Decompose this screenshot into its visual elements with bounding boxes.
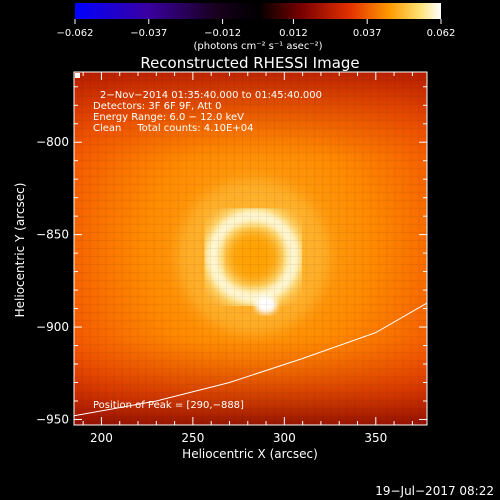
y-tick-label: −800	[36, 135, 69, 149]
annotation-clean-counts: Clean Total counts: 4.10E+04	[93, 123, 253, 134]
colorbar-ticks: −0.062 −0.037 −0.012 0.012 0.037 0.062	[56, 19, 455, 39]
flare-source-ring	[176, 179, 330, 335]
ring-center	[229, 232, 278, 282]
chart-title: Reconstructed RHESSI Image	[140, 54, 359, 72]
y-tick-label: −900	[36, 320, 69, 334]
colorbar-tick-label: 0.012	[279, 28, 308, 39]
colorbar-unit-label: (photons cm⁻² s⁻¹ asec⁻²)	[193, 41, 322, 52]
y-tick-label: −850	[36, 228, 69, 242]
colorbar-tick-label: −0.062	[56, 28, 93, 39]
colorbar-tick-label: −0.012	[204, 28, 241, 39]
footer-timestamp: 19−Jul−2017 08:22	[375, 484, 494, 498]
plot-frame	[73, 71, 428, 426]
corner-marker	[75, 73, 80, 78]
annotation-energy-range: Energy Range: 6.0 − 12.0 keV	[93, 112, 244, 123]
observation-info: 2−Nov−2014 01:35:40.000 to 01:45:40.000 …	[93, 90, 322, 411]
peak-spot	[255, 295, 278, 314]
annotation-detectors: Detectors: 3F 6F 9F, Att 0	[93, 101, 221, 112]
x-tick-label: 200	[90, 431, 113, 445]
x-axis: 200 250 300 350	[82, 72, 413, 445]
y-axis: −800 −850 −900 −950	[36, 86, 427, 426]
solar-limb-curve	[74, 302, 427, 417]
y-tick-label: −950	[36, 412, 69, 426]
y-axis-label: Heliocentric Y (arcsec)	[13, 183, 27, 318]
colorbar-tick-label: −0.037	[130, 28, 167, 39]
x-tick-label: 300	[273, 431, 296, 445]
colorbar-gradient	[75, 3, 441, 19]
annotation-time-range: 2−Nov−2014 01:35:40.000 to 01:45:40.000	[100, 90, 322, 101]
heatmap-image	[74, 72, 427, 425]
x-tick-label: 250	[181, 431, 204, 445]
colorbar-tick-label: 0.062	[427, 28, 456, 39]
annotation-peak-position: Position of Peak = [290,−888]	[93, 400, 244, 411]
x-tick-label: 350	[364, 431, 387, 445]
x-axis-label: Heliocentric X (arcsec)	[182, 447, 318, 461]
ring-core	[207, 210, 300, 304]
colorbar-tick-label: 0.037	[353, 28, 382, 39]
pixel-grid-texture	[74, 72, 427, 425]
colorbar: −0.062 −0.037 −0.012 0.012 0.037 0.062 (photo…	[56, 3, 455, 52]
